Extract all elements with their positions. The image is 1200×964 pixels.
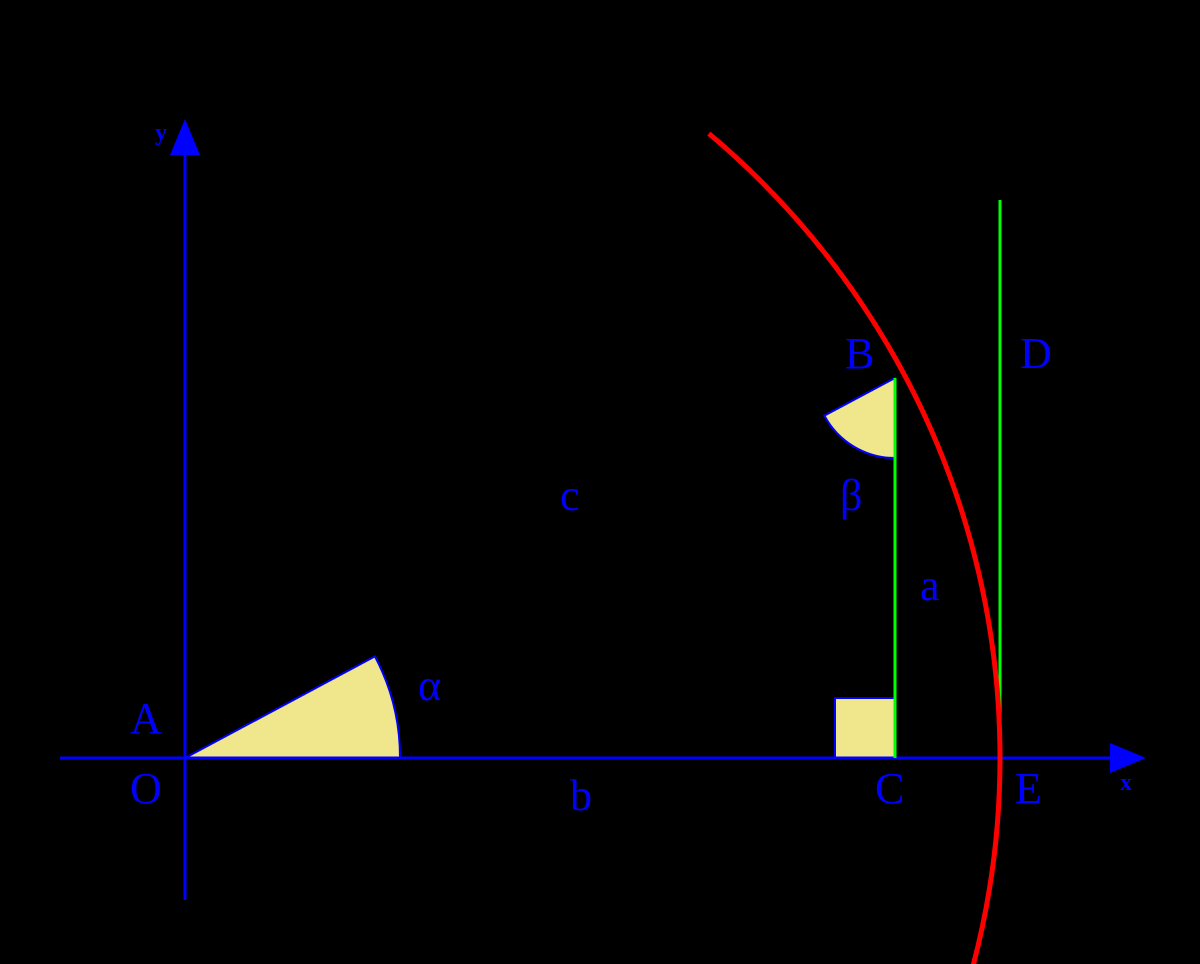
label-b-point: B — [845, 329, 874, 378]
label-side-c: c — [560, 471, 580, 520]
label-x-axis: x — [1120, 770, 1132, 796]
label-a-point: A — [130, 694, 162, 743]
label-e-point: E — [1015, 764, 1042, 813]
diagram-svg: A O B C D E α β a b c x y — [0, 0, 1200, 964]
label-y-axis: y — [155, 120, 167, 146]
label-side-a: a — [920, 561, 940, 610]
label-o-point: O — [130, 764, 162, 813]
label-c-point: C — [875, 764, 904, 813]
label-beta: β — [840, 471, 862, 520]
label-alpha: α — [418, 661, 441, 710]
label-side-b: b — [570, 771, 592, 820]
angle-beta-fill — [824, 378, 895, 458]
right-angle-c — [835, 698, 895, 758]
angle-alpha-fill — [185, 656, 400, 758]
label-d-point: D — [1020, 329, 1052, 378]
arc-circle — [709, 134, 1000, 964]
